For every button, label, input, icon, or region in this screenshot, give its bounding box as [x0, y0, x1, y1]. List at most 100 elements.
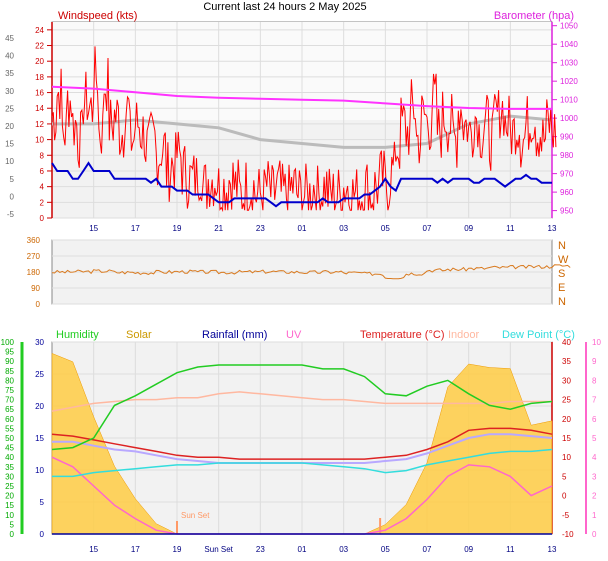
temperature-x-tick-label: 09	[464, 545, 473, 554]
humidity-tick-label: 30	[5, 472, 14, 481]
temperature-tick-label: 15	[562, 434, 571, 443]
uv-tick-label: 3	[592, 472, 597, 481]
barometer-tick-label: 980	[560, 151, 574, 160]
wind-x-tick-label: 23	[256, 224, 265, 233]
windspeed-tick-label: 6	[40, 167, 45, 176]
wind-direction-line	[51, 264, 571, 280]
humidity-tick-label: 15	[5, 501, 14, 510]
direction-tick-label: 90	[31, 284, 40, 293]
direction-tick-label: 270	[27, 252, 41, 261]
temperature-tick-label: -10	[562, 530, 574, 539]
temperature-x-tick-label: 11	[506, 545, 515, 554]
wind-x-tick-label: 01	[298, 224, 307, 233]
direction-series	[51, 264, 571, 280]
humidity-tick-label: 50	[5, 434, 14, 443]
direction-tick-label: 180	[27, 268, 41, 277]
outer-scale-tick-label: 10	[5, 157, 14, 166]
direction-tick-label: 0	[36, 300, 41, 309]
temperature-x-tick-label: 23	[256, 545, 265, 554]
humidity-tick-label: 80	[5, 376, 14, 385]
windspeed-tick-label: 18	[35, 73, 44, 82]
temperature-axis-ticks: 1009590858075706560555045403530252015105…	[1, 338, 602, 539]
humidity-tick-label: 70	[5, 396, 14, 405]
windspeed-tick-label: 8	[40, 151, 45, 160]
wind-barometer-chart: Windspeed (kts) Barometer (hpa) 24222018…	[5, 10, 578, 233]
rain-tick-label: 20	[35, 402, 44, 411]
chart-legend: Humidity Solar Rainfall (mm) UV Temperature …	[56, 329, 575, 341]
humidity-tick-label: 35	[5, 463, 14, 472]
sunset-annotation: Sun Set	[181, 511, 210, 520]
rain-tick-label: 15	[35, 434, 44, 443]
legend-item: Humidity	[56, 329, 99, 341]
wind-axis-ticks: 242220181614121086420454035302520151050-…	[5, 22, 578, 223]
outer-scale-tick-label: 40	[5, 52, 14, 61]
temperature-tick-label: 20	[562, 415, 571, 424]
page-title: Current last 24 hours 2 May 2025	[203, 1, 366, 13]
compass-label: N	[558, 240, 566, 252]
dew-point-line	[52, 448, 553, 478]
temperature-x-tick-label: 19	[173, 545, 182, 554]
humidity-tick-label: 0	[10, 530, 15, 539]
humidity-tick-label: 90	[5, 357, 14, 366]
legend-item: Temperature (°C)	[360, 329, 444, 341]
temperature-x-tick-label: 15	[89, 545, 98, 554]
uv-tick-label: 8	[592, 376, 597, 385]
wind-x-tick-label: 05	[381, 224, 390, 233]
humidity-tick-label: 95	[5, 348, 14, 357]
outer-scale-tick-label: 25	[5, 104, 14, 113]
windspeed-tick-label: 12	[35, 120, 44, 129]
humidity-tick-label: 45	[5, 444, 14, 453]
humidity-tick-label: 65	[5, 405, 14, 414]
legend-item: Dew Point (°C)	[502, 329, 575, 341]
legend-item: UV	[286, 329, 302, 341]
barometer-tick-label: 1040	[560, 40, 578, 49]
wind-x-tick-label: 13	[548, 224, 557, 233]
temperature-tick-label: 40	[562, 338, 571, 347]
humidity-tick-label: 40	[5, 453, 14, 462]
compass-label: N	[558, 296, 566, 308]
humidity-tick-label: 55	[5, 424, 14, 433]
barometer-tick-label: 970	[560, 170, 574, 179]
outer-scale-tick-label: 15	[5, 140, 14, 149]
windspeed-tick-label: 14	[35, 104, 44, 113]
temperature-x-tick-label: 01	[298, 545, 307, 554]
barometer-tick-label: 950	[560, 207, 574, 216]
rain-tick-label: 0	[40, 530, 45, 539]
compass-label: W	[558, 254, 569, 266]
compass-label: S	[558, 268, 565, 280]
outer-scale-tick-label: -5	[7, 210, 15, 219]
temperature-series: Sun Set	[51, 353, 553, 535]
windspeed-axis-label: Windspeed (kts)	[58, 10, 137, 22]
temperature-tick-label: 30	[562, 376, 571, 385]
wind-x-tick-label: 19	[173, 224, 182, 233]
windspeed-tick-label: 2	[40, 198, 45, 207]
outer-scale-tick-label: 30	[5, 87, 14, 96]
rain-tick-label: 30	[35, 338, 44, 347]
temperature-tick-label: 25	[562, 396, 571, 405]
rain-tick-label: 5	[40, 498, 45, 507]
outer-scale-tick-label: 5	[10, 175, 15, 184]
windspeed-series-line	[51, 46, 557, 213]
barometer-tick-label: 1030	[560, 59, 578, 68]
uv-tick-label: 0	[592, 530, 597, 539]
wind-x-tick-label: 09	[464, 224, 473, 233]
temperature-x-tick-label: 07	[423, 545, 432, 554]
uv-tick-label: 2	[592, 492, 597, 501]
wind-x-tick-label: 07	[423, 224, 432, 233]
wind-x-tick-label: 15	[89, 224, 98, 233]
humidity-tick-label: 20	[5, 492, 14, 501]
temperature-x-tick-label: 13	[548, 545, 557, 554]
barometer-axis-label: Barometer (hpa)	[494, 10, 574, 22]
barometer-line	[51, 85, 552, 110]
windspeed-tick-label: 20	[35, 57, 44, 66]
rain-tick-label: 25	[35, 370, 44, 379]
uv-tick-label: 4	[592, 453, 597, 462]
rain-tick-label: 10	[35, 466, 44, 475]
temperature-humidity-chart: Humidity Solar Rainfall (mm) UV Temperature …	[1, 329, 602, 554]
barometer-tick-label: 960	[560, 188, 574, 197]
barometer-tick-label: 1050	[560, 22, 578, 31]
